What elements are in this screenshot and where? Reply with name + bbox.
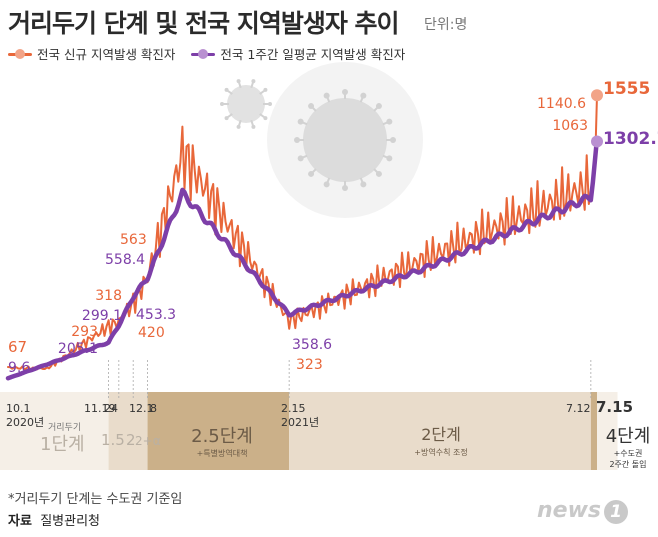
data-label: 558.4 [105,252,145,268]
data-label: 1140.6 [537,96,586,112]
data-label: 1063 [552,118,588,134]
data-label: 9.6 [8,360,30,376]
stage-note-4: +수도권 [614,448,643,458]
stage-band [590,392,597,470]
virus-spike-tip [360,181,367,188]
logo-text: news [537,498,602,523]
data-label: 299.1 [82,308,122,324]
source: 자료 질병관리청 [8,510,100,529]
virus-spike-tip [323,92,330,99]
legend-item-daily: 전국 신규 지역발생 확진자 [8,44,175,63]
virus-spike-tip [236,79,241,84]
virus-spike-tip [360,92,367,99]
virus-spike-tip [251,124,256,129]
footnote: *거리두기 단계는 수도권 기준임 [8,492,183,507]
stage-label-2-5: 2.5단계 [191,426,253,447]
data-label: 205.1 [58,341,98,357]
date-tick: 10.1 [6,402,31,415]
virus-spike-tip [224,87,229,92]
news1-logo: news 1 [537,498,629,524]
virus-spike-tip [308,170,315,177]
data-label: 318 [95,288,122,304]
stage-band [147,392,290,470]
data-label: 358.6 [292,337,332,353]
virus-spike-tip [294,137,300,143]
virus-spike-tip [323,181,330,188]
stage-band [8,392,109,470]
virus-spike-tip [297,118,304,125]
chart-title: 거리두기 단계 및 전국 지역발생자 추이 [8,9,400,38]
virus-spike-tip [268,102,272,106]
virus-large [303,98,387,182]
data-label: 293 [71,324,98,340]
virus-spike-tip [236,124,241,129]
virus-spike-tip [375,103,382,110]
stage-label-2a: 2+α [135,434,161,448]
virus-illustration [220,62,423,218]
stage-label-1-5: 1.5 [101,431,125,449]
date-tick: 2.15 [281,402,306,415]
date-tick: 7.12 [566,402,591,415]
legend-swatch-daily [8,48,32,59]
legend-item-weekly: 전국 1주간 일평균 지역발생 확진자 [191,44,405,63]
data-label: 67 [8,338,27,356]
end-marker-weekly [591,135,603,148]
legend: 전국 신규 지역발생 확진자 전국 1주간 일평균 지역발생 확진자 [8,44,421,63]
date-tick-year: 2020년 [6,416,44,429]
date-tick: 8 [150,402,157,415]
stage-label-2nd: 2단계 [421,425,461,444]
unit-label: 단위:명 [424,17,468,33]
legend-swatch-weekly [191,48,216,59]
stage-note-2-5: +특별방역대책 [197,448,248,458]
stage-note-4b: 2주간 돌입 [609,459,646,469]
series-lines [5,89,603,381]
virus-spike-tip [263,116,268,121]
date-tick: 11.19 [84,402,116,415]
date-tick: 7.15 [596,398,633,416]
virus-spike-tip [220,102,224,106]
virus-spike-tip [342,89,348,95]
date-tick: 12.1 [129,402,154,415]
stage-band [289,392,591,470]
data-label: 420 [138,325,165,341]
legend-label-weekly: 전국 1주간 일평균 지역발생 확진자 [220,47,406,62]
virus-small [227,85,265,123]
virus-spike-tip [386,155,393,162]
data-label: 453.3 [136,307,176,323]
data-label: 323 [296,357,323,373]
end-marker-daily [591,89,603,102]
data-label: 1302.7 [603,129,658,149]
virus-spike-tip [342,185,348,191]
data-label: 1555 [603,79,650,99]
stage-note-2nd: +방역수칙 조정 [414,447,467,457]
virus-spike-tip [386,118,393,125]
stage-label-4: 4단계 [606,426,651,447]
virus-spike-tip [224,116,229,121]
logo-one: 1 [604,500,629,524]
virus-spike-tip [251,79,256,84]
data-label: 563 [120,232,147,248]
source-label: 자료 [8,514,32,529]
virus-spike-tip [308,103,315,110]
virus-spike-tip [390,137,396,143]
series-line-weekly [5,136,600,381]
stage-label-2: 2 [126,431,136,449]
stage-band [108,392,148,470]
source-name: 질병관리청 [40,514,100,529]
virus-spike-tip [297,155,304,162]
stage-label-1: 1단계 [40,434,85,455]
stage-band-pad [0,392,8,470]
date-tick: 24 [104,402,118,415]
virus-spike-tip [375,170,382,177]
stage-band [597,392,618,470]
virus-spike-tip [263,87,268,92]
legend-label-daily: 전국 신규 지역발생 확진자 [37,47,176,62]
stage-pre-label: 거리두기 [48,422,81,433]
date-tick-year: 2021년 [281,416,319,429]
